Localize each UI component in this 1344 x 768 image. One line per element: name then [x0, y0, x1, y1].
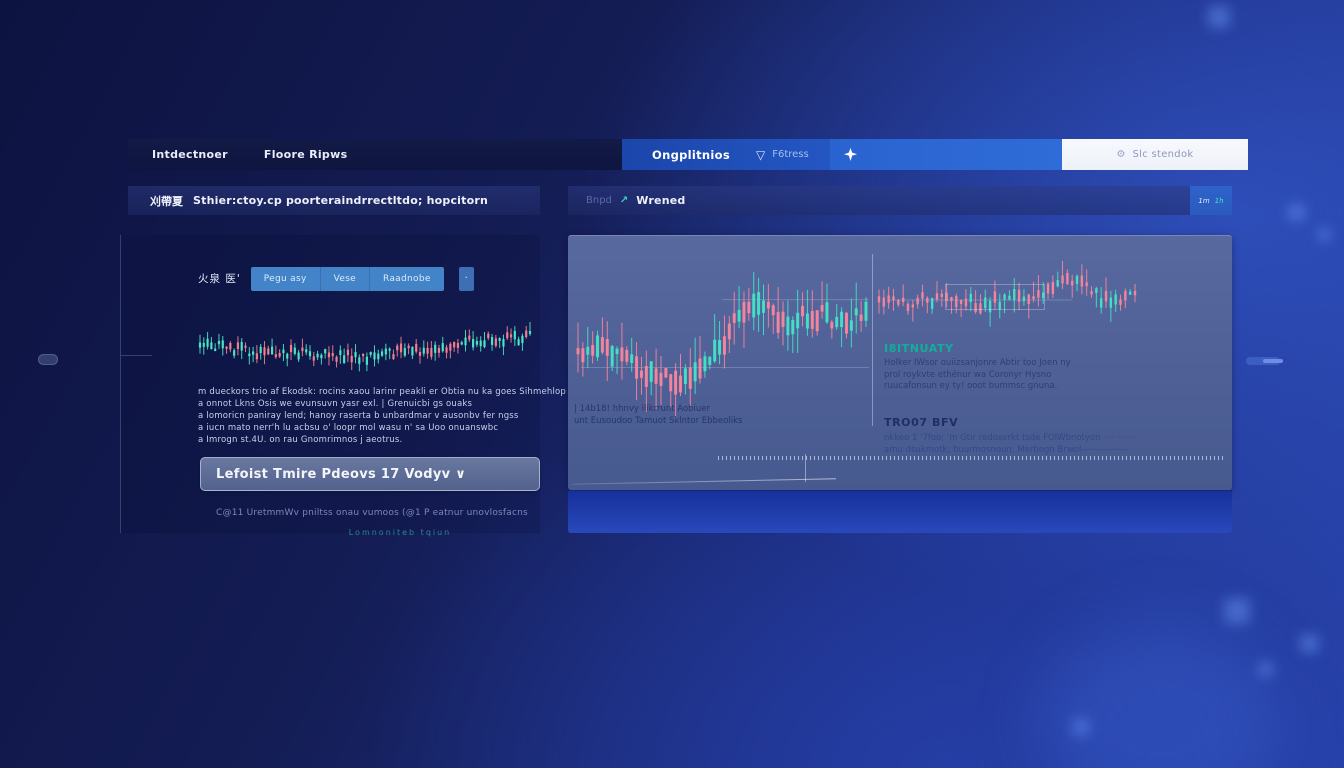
candlestick-chart-mini — [198, 322, 532, 372]
search-standard-label: Slc stendok — [1132, 149, 1194, 160]
bokeh-square — [1208, 6, 1230, 28]
topbar-center-section: Ongplitnios ▽ F6tress — [622, 139, 830, 170]
nav-item-graphics[interactable]: Ongplitnios — [652, 147, 730, 162]
filter-label: F6tress — [772, 149, 809, 160]
bokeh-square — [1224, 598, 1250, 624]
segment-more-button[interactable]: · — [458, 266, 474, 291]
bokeh-square — [1258, 662, 1273, 677]
search-standard-button[interactable]: ⚙ Slc stendok — [1062, 139, 1248, 170]
axis-marker-line — [805, 454, 806, 482]
info-block-secondary: TRO07 BFV nkkeo 1 '7foo; 'm Gtir redoxer… — [884, 416, 1136, 456]
left-header-cjk-label: 刈帶夏 — [150, 194, 183, 208]
market-detail-panel: | 14b18! hhnvy ilikrrunt Aobiuer unt Eus… — [568, 235, 1232, 490]
info-block-primary-heading: I8ITNUATY — [884, 342, 954, 355]
left-panel-footer-text: C@11 UretmmWv pniltss onau vumoos (@1 P … — [216, 508, 528, 518]
paragraph-line: a iucn mato nerr'h lu acbsu o' loopr mol… — [198, 423, 499, 433]
trend-spark-icon: ↗ — [619, 195, 629, 206]
segmented-control: Pegu asy Vese Raadnobe — [250, 266, 444, 291]
info-line: amu dsukmotk; buurmosnoun; Merbogn Brwol… — [884, 444, 1130, 455]
topbar-highlight-section — [830, 139, 1062, 170]
nav-item-figure-news[interactable]: Floore Ripws — [263, 148, 348, 161]
toolbar-cjk-label: 火泉 医' — [198, 273, 241, 285]
filter-icon: ▽ — [755, 147, 766, 162]
chart-caption: | 14b18! hhnvy ilikrrunt Aobiuer unt Eus… — [574, 404, 742, 427]
topbar-left-section: Intdectnoer Floore Ripws — [128, 139, 622, 170]
star-icon[interactable] — [844, 148, 857, 161]
right-edge-dash-highlight — [1263, 359, 1283, 363]
right-header-title: Wrened — [636, 194, 686, 207]
panel-divider-line — [872, 254, 873, 426]
left-vertical-guide — [120, 235, 121, 533]
panel-bottom-strip — [568, 490, 1232, 533]
left-header-title: Sthier:ctoy.cp poorteraindrrectltdo; hop… — [193, 194, 489, 207]
caption-line: | 14b18! hhnvy ilikrrunt Aobiuer — [574, 404, 711, 414]
info-line: nkkeo 1 '7foo; 'm Gtir redoxerkt tsde FO… — [884, 433, 1136, 443]
selection-rectangle — [945, 284, 1045, 310]
info-line: Holker IWsor ouiizsanjonre Abtir too Joe… — [884, 358, 1071, 368]
timeframe-1m-label[interactable]: 1m — [1198, 196, 1210, 205]
bokeh-square — [1288, 204, 1305, 221]
info-line: ruucafonsun ey ty! ooot bummsc gnuna. — [884, 381, 1058, 391]
info-block-secondary-heading: TRO07 BFV — [884, 416, 959, 429]
paragraph-line: a Imrogn st.4U. on rau Gnomrimnos j aeot… — [198, 435, 403, 445]
candlestick-chart-main — [576, 271, 869, 421]
bokeh-glow — [1040, 620, 1280, 768]
bokeh-square — [1072, 718, 1090, 736]
bokeh-square — [1300, 634, 1319, 653]
left-panel-toolbar: 火泉 医' Pegu asy Vese Raadnobe · — [198, 266, 474, 291]
left-edge-pill — [38, 354, 58, 365]
paragraph-line: m dueckors trio af Ekodsk: rocins xaou l… — [198, 387, 581, 397]
segment-view[interactable]: Vese — [319, 266, 369, 291]
candlestick-chart-secondary — [877, 260, 1137, 327]
left-axis-tick — [121, 355, 152, 356]
timeframe-toggle-button[interactable]: 1m 1h — [1190, 186, 1232, 215]
right-panel-header: Bnpd ↗ Wrened — [568, 186, 1190, 215]
top-navigation-bar: Intdectnoer Floore Ripws Ongplitnios ▽ F… — [128, 139, 1248, 170]
description-paragraph: m dueckors trio af Ekodsk: rocins xaou l… — [198, 386, 581, 446]
paragraph-line: a onnot Lkns Osis we evunsuvn yasr exl. … — [198, 399, 473, 409]
trend-streak-line — [572, 478, 836, 485]
bokeh-square — [1318, 228, 1331, 241]
right-header-prefix: Bnpd — [586, 195, 612, 206]
left-panel-footer-faint-text: Lomnoniteb tqiun — [348, 528, 452, 537]
info-line: prol roykvte ethénur wa Coronyr Hysno — [884, 369, 1052, 380]
caption-line: unt Eusoudoo Tamuot Sklntor Ebbeoliks — [574, 415, 743, 426]
paragraph-line: a lomoricn paniray lend; hanoy raserta b… — [198, 411, 519, 421]
info-block-primary: I8ITNUATY Holker IWsor ouiizsanjonre Abt… — [884, 342, 1071, 393]
segment-relations[interactable]: Raadnobe — [369, 266, 444, 291]
timeframe-1h-label[interactable]: 1h — [1214, 196, 1224, 205]
segment-regular[interactable]: Pegu asy — [263, 273, 307, 284]
nav-item-indicator[interactable]: Intdectnoer — [152, 148, 228, 161]
filter-control[interactable]: ▽ F6tress — [756, 149, 809, 161]
latest-time-periods-dropdown[interactable]: Lefoist Tmire Pdeovs 17 Vodyv ∨ — [200, 457, 540, 491]
gear-icon: ⚙ — [1116, 149, 1126, 160]
axis-tick-marks — [718, 456, 1226, 460]
left-panel-header: 刈帶夏 Sthier:ctoy.cp poorteraindrrectltdo;… — [128, 186, 540, 215]
